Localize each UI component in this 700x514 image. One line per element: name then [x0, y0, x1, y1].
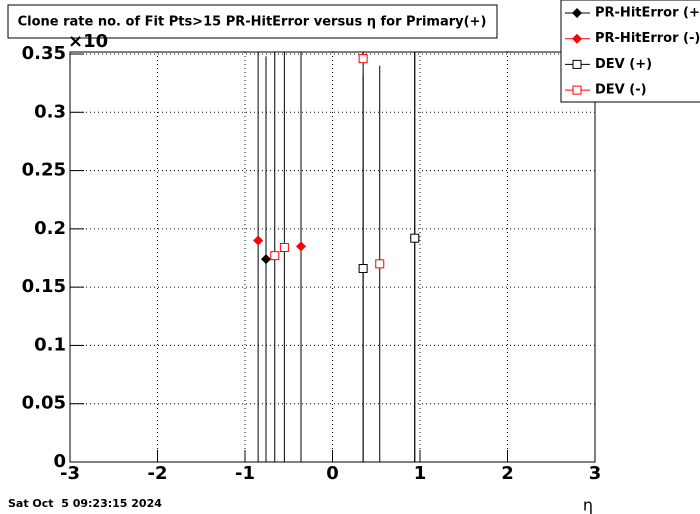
- marker: [296, 241, 306, 252]
- legend-marker: [572, 8, 582, 18]
- y-tick-label: 0.05: [22, 393, 66, 414]
- y-tick-label: 0.3: [34, 101, 66, 122]
- legend-marker: [572, 59, 582, 69]
- marker: [261, 254, 271, 265]
- marker: [270, 251, 280, 261]
- y-multiplier: ×10: [68, 31, 108, 52]
- y-tick-label: 0.2: [34, 218, 66, 239]
- legend-label: PR-HitError (-): [595, 31, 700, 46]
- x-tick-label: 3: [589, 463, 602, 484]
- x-tick-label: -2: [148, 463, 168, 484]
- marker: [253, 235, 264, 246]
- legend-label: DEV (-): [595, 83, 647, 98]
- marker: [375, 259, 385, 269]
- marker: [279, 243, 289, 253]
- marker: [358, 263, 368, 273]
- y-tick-label: 0.35: [22, 43, 66, 64]
- marker: [358, 54, 368, 64]
- legend-box: [560, 0, 700, 103]
- legend-marker: [572, 85, 582, 95]
- chart-title: Clone rate no. of Fit Pts>15 PR-HitError…: [18, 15, 487, 30]
- y-tick-label: 0.25: [22, 160, 66, 181]
- x-tick-label: -3: [60, 463, 80, 484]
- x-tick-label: -1: [235, 463, 255, 484]
- legend-label: PR-HitError (+): [595, 6, 700, 21]
- x-tick-label: 0: [326, 463, 339, 484]
- marker: [410, 233, 420, 243]
- title-box: [7, 4, 498, 39]
- y-tick-label: 0.15: [22, 276, 66, 297]
- y-tick-label: 0: [53, 451, 66, 472]
- y-tick-label: 0.1: [34, 334, 66, 355]
- x-tick-label: 2: [501, 463, 514, 484]
- legend-marker: [572, 33, 582, 44]
- x-axis-label: η: [583, 496, 593, 514]
- timestamp: Sat Oct 5 09:23:15 2024: [8, 497, 162, 510]
- x-tick-label: 1: [414, 463, 427, 484]
- legend-label: DEV (+): [595, 57, 652, 72]
